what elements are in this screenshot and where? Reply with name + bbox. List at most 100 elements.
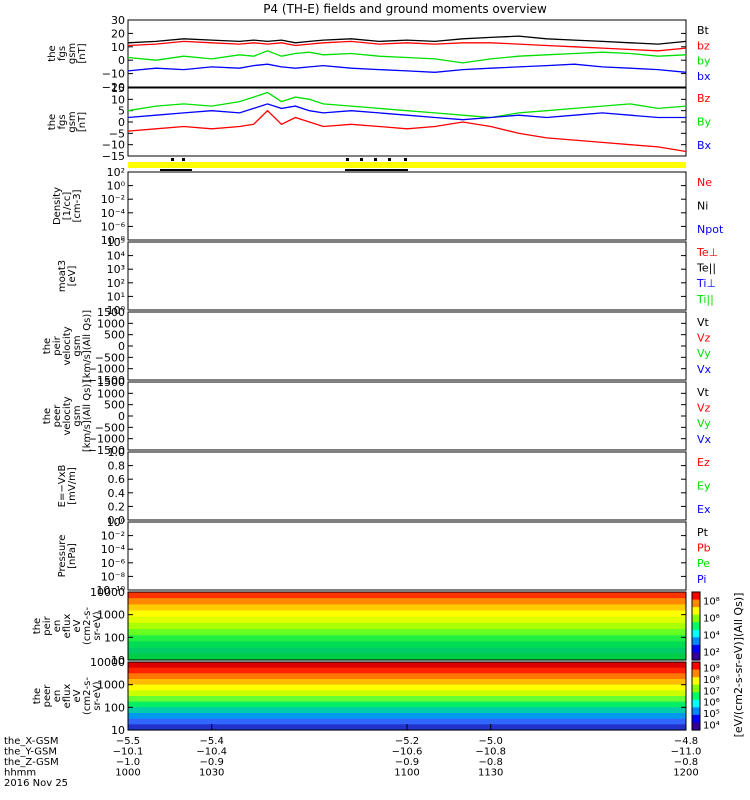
y-tick-label: −15: [102, 150, 125, 163]
colorbar-band: [692, 662, 700, 671]
y-tick-label: 0: [118, 54, 125, 67]
x-tick-label: −5.5: [116, 736, 140, 747]
series-line-bz: [127, 40, 687, 52]
legend-entry: Vt: [697, 316, 710, 329]
y-axis-label-line: gsm: [67, 111, 78, 132]
colorbar-tick-label: 10⁸: [703, 675, 720, 686]
y-axis-label-line: fgs: [57, 114, 68, 129]
legend-entry: Bt: [697, 24, 710, 37]
x-tick-label: −10.1: [113, 747, 144, 758]
colorbar-frame: [691, 661, 701, 731]
y-tick-label: 0.2: [108, 500, 126, 513]
y-tick-label: 10⁻²: [101, 530, 125, 543]
y-tick-label: 1500: [97, 306, 125, 319]
y-axis-label-line: (cm2-s-: [82, 607, 93, 645]
y-tick-label: 1000: [97, 387, 125, 400]
y-axis-label-line: [mV/m]: [67, 467, 78, 505]
status-bar: [128, 162, 686, 168]
x-tick-label: −4.8: [674, 736, 698, 747]
legend-entry: Vy: [697, 347, 711, 360]
legend-entry: Ex: [697, 503, 711, 516]
y-tick-label: 10²: [107, 166, 125, 179]
panel-frame: [127, 241, 687, 311]
y-axis-label-line: gsm: [72, 335, 83, 356]
y-axis-label-line: en: [52, 620, 63, 633]
legend-entry: Ne: [697, 176, 712, 189]
heatmap-band: [128, 713, 686, 720]
colorbar-band: [692, 722, 700, 731]
colorbar: 10⁸ 10⁶ 10⁴ 10²: [691, 591, 720, 661]
x-tick-label: −1.0: [116, 757, 140, 768]
y-axis-label-line: sr-eV): [92, 611, 103, 640]
colorbar-band: [692, 644, 700, 654]
y-tick-label: 10⁻²: [101, 193, 125, 206]
legend-entry: Vy: [697, 417, 711, 430]
colorbar-tick-label: 10⁵: [703, 709, 720, 720]
legend-entry: bz: [697, 39, 710, 52]
legend-entry: Ti⊥: [696, 277, 716, 290]
y-tick-label: 10⁻⁸: [101, 570, 126, 583]
heatmap-band: [128, 673, 686, 680]
panel-frame: [127, 19, 687, 88]
status-mark: [346, 158, 349, 161]
legend-entry: Vz: [697, 402, 711, 415]
y-tick-label: 1000: [97, 317, 125, 330]
colorbar-tick-label: 10²: [703, 648, 720, 659]
x-tick-label: 1100: [394, 768, 419, 779]
y-axis-label-line: E=−VxB: [57, 465, 68, 508]
colorbar-band: [692, 622, 700, 631]
legend-entry: Bx: [697, 139, 712, 152]
x-tick-label: −0.8: [479, 757, 503, 768]
status-mark: [404, 158, 407, 161]
x-tick-label: 1030: [199, 768, 224, 779]
y-axis-label-line: [cm-3]: [72, 189, 83, 222]
heatmap-band: [128, 641, 686, 649]
date-label: 2016 Nov 25: [4, 778, 68, 789]
legend-entry: Te||: [696, 262, 716, 275]
heatmap-band: [128, 653, 686, 661]
heatmap-band: [128, 598, 686, 605]
panel-frame: [127, 87, 687, 157]
colorbar-band: [692, 629, 700, 638]
heatmap-band: [128, 635, 686, 643]
y-tick-label: −1500: [88, 444, 125, 457]
y-axis-label-line: peer: [42, 684, 53, 708]
x-tick-label: −0.8: [674, 757, 698, 768]
x-row-label: the_Z-GSM: [4, 757, 59, 768]
y-tick-label: 0.8: [108, 460, 126, 473]
y-axis-label-line: eflux: [62, 684, 73, 709]
x-tick-label: 1200: [673, 768, 698, 779]
legend-entry: Pt: [697, 526, 709, 539]
y-tick-label: 10: [111, 724, 125, 737]
status-mark: [171, 158, 174, 161]
y-tick-label: 1.0: [108, 446, 126, 459]
y-axis-label-line: [nPa]: [67, 543, 78, 569]
legend-entry: bx: [697, 70, 711, 83]
y-axis-label-line: velocity: [62, 326, 73, 365]
x-tick-label: 1130: [478, 768, 503, 779]
y-tick-label: 0: [118, 340, 125, 353]
status-mark: [388, 158, 391, 161]
y-tick-label: 10⁻⁶: [101, 557, 126, 570]
y-axis-label-line: [nT]: [77, 43, 88, 63]
colorbar-tick-label: 10⁸: [703, 597, 720, 608]
panel-frame: [127, 591, 687, 661]
y-axis-label-line: [nT]: [77, 112, 88, 132]
x-tick-label: −10.6: [392, 747, 423, 758]
y-tick-label: 500: [104, 399, 125, 412]
y-tick-label: 0.0: [108, 514, 126, 527]
status-mark: [374, 158, 377, 161]
y-tick-label: −1500: [88, 374, 125, 387]
y-tick-label: 1000: [97, 609, 125, 622]
colorbar-band: [692, 677, 700, 686]
legend-entry: Npot: [697, 223, 724, 236]
y-tick-label: 500: [104, 329, 125, 342]
y-tick-label: 10: [111, 93, 125, 106]
y-tick-label: 10¹: [107, 290, 125, 303]
legend-entry: Ey: [697, 479, 711, 492]
x-tick-label: 1000: [115, 768, 140, 779]
heatmap-band: [128, 616, 686, 624]
